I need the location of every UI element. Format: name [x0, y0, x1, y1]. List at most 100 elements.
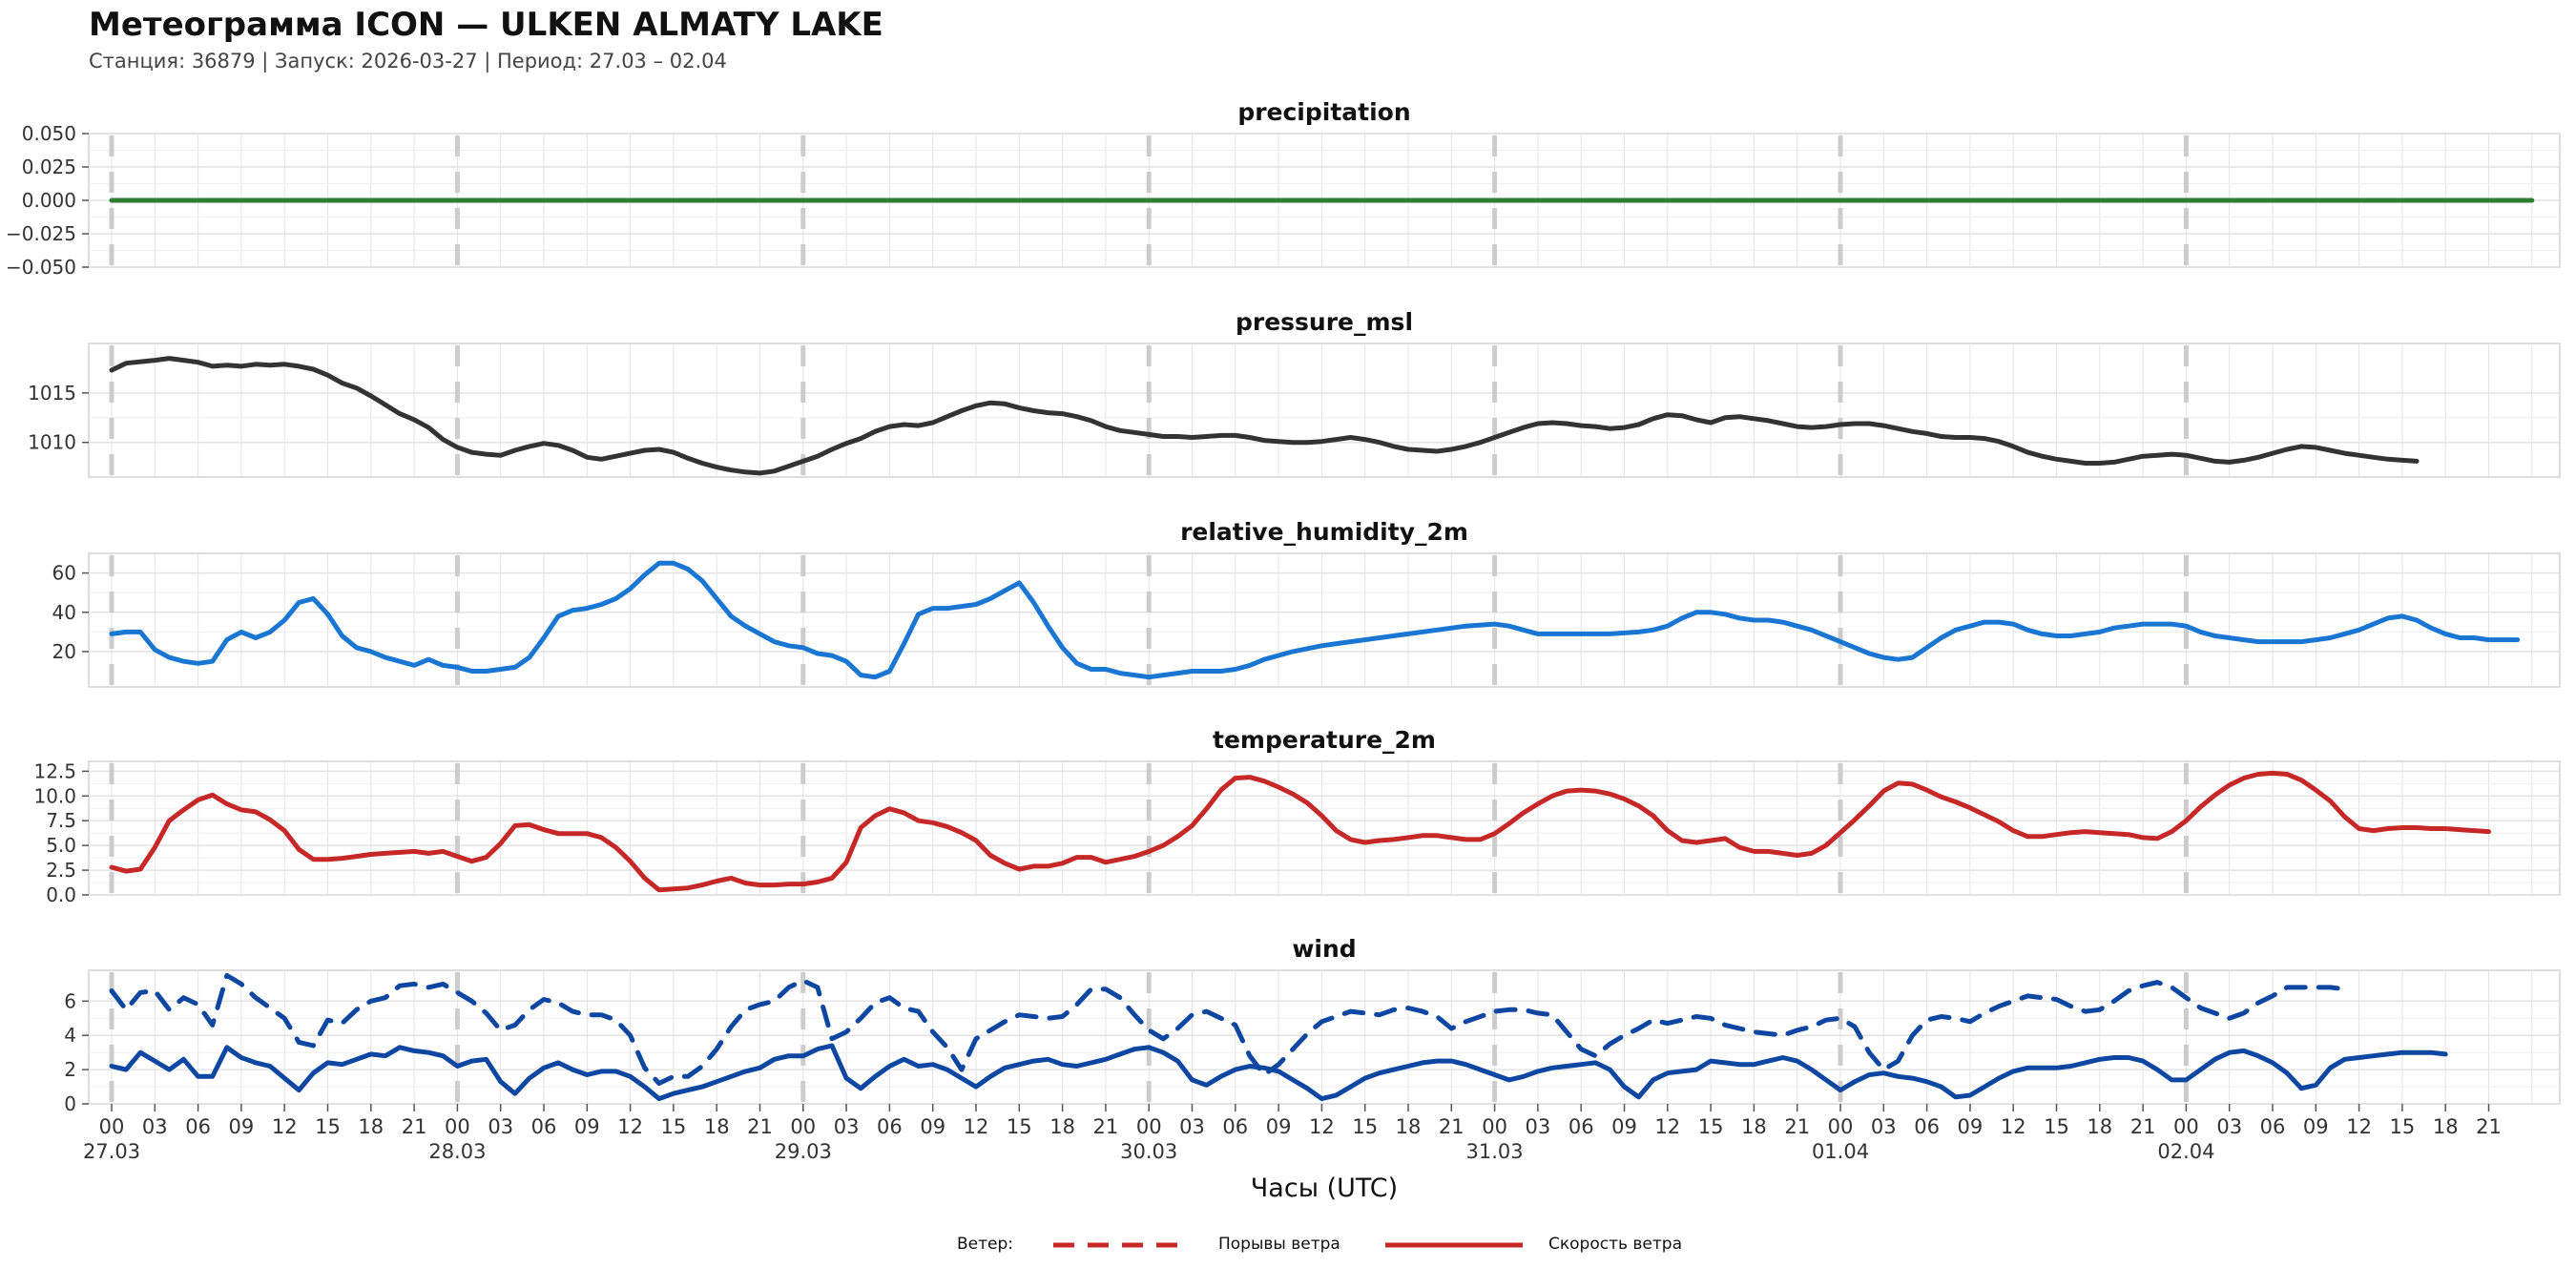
x-tick-label: 09: [1611, 1115, 1637, 1138]
x-tick-label: 09: [229, 1115, 255, 1138]
x-tick-label: 00: [2173, 1115, 2199, 1138]
x-tick-label: 15: [1007, 1115, 1032, 1138]
x-tick-label: 18: [1049, 1115, 1075, 1138]
x-tick-label: 06: [531, 1115, 557, 1138]
y-tick-label: 0.0: [46, 883, 76, 906]
x-tick-label: 00: [445, 1115, 470, 1138]
legend-gust-swatch: [1053, 1242, 1191, 1248]
x-tick-label: 21: [2476, 1115, 2502, 1138]
x-tick-label: 06: [877, 1115, 903, 1138]
y-tick-label: 0: [64, 1092, 76, 1115]
x-tick-label: 18: [1396, 1115, 1422, 1138]
series-line-pressure_msl: [109, 356, 2420, 476]
x-day-label: 28.03: [428, 1140, 486, 1163]
x-tick-label: 09: [2303, 1115, 2329, 1138]
x-day-label: 30.03: [1120, 1140, 1177, 1163]
x-tick-label: 03: [1526, 1115, 1551, 1138]
x-tick-label: 12: [1309, 1115, 1335, 1138]
x-day-label: 01.04: [1812, 1140, 1869, 1163]
x-tick-label: 03: [2216, 1115, 2242, 1138]
panel-relative_humidity_2m: relative_humidity_2m 20 40 60: [52, 518, 2561, 688]
y-tick-label: 2.5: [46, 859, 76, 882]
x-tick-label: 18: [2433, 1115, 2459, 1138]
panel-title: precipitation: [1237, 98, 1410, 126]
x-tick-label: 15: [661, 1115, 687, 1138]
x-axis: 00 03 06 09 12 15 18 21 00 03 06 09 12 15 18 21 00 03 06 09…: [83, 1104, 2502, 1203]
wind-legend: Ветер: Порывы ветра Скорость ветра: [0, 1231, 2576, 1259]
x-tick-label: 15: [2044, 1115, 2069, 1138]
x-tick-label: 03: [834, 1115, 860, 1138]
y-tick-label: 0.025: [22, 156, 76, 178]
y-tick-label: 40: [52, 601, 76, 624]
x-tick-label: 06: [185, 1115, 211, 1138]
x-tick-label: 03: [142, 1115, 168, 1138]
x-tick-label: 00: [790, 1115, 816, 1138]
panel-wind: wind 0 2 4 6: [64, 935, 2561, 1115]
x-tick-label: 09: [920, 1115, 945, 1138]
y-tick-label: 10.0: [33, 784, 76, 807]
x-tick-label: 09: [1266, 1115, 1292, 1138]
series-line-wind_gusts: [109, 972, 2347, 1086]
y-tick-label: 20: [52, 640, 76, 663]
panel-precipitation: precipitation −0.050 −0.025 0.000 0.025 0.050: [6, 98, 2561, 279]
y-tick-label: 12.5: [33, 759, 76, 782]
panel-title: wind: [1292, 935, 1356, 963]
x-tick-label: 06: [1914, 1115, 1940, 1138]
legend-speed-label: Скорость ветра: [1548, 1235, 1682, 1254]
x-tick-label: 21: [1784, 1115, 1810, 1138]
y-tick-label: 5.0: [46, 834, 76, 857]
x-tick-label: 06: [1222, 1115, 1248, 1138]
legend-gust-label: Порывы ветра: [1218, 1235, 1340, 1254]
x-tick-label: 00: [1482, 1115, 1507, 1138]
legend-speed-swatch: [1385, 1242, 1523, 1248]
y-tick-label: −0.050: [6, 256, 76, 279]
x-tick-label: 21: [747, 1115, 773, 1138]
y-tick-label: 0.050: [22, 122, 76, 145]
x-tick-label: 18: [2087, 1115, 2112, 1138]
y-tick-label: −0.025: [6, 222, 76, 245]
y-tick-label: 6: [64, 989, 76, 1012]
x-tick-label: 12: [2346, 1115, 2372, 1138]
x-tick-label: 03: [488, 1115, 513, 1138]
x-tick-label: 21: [1093, 1115, 1119, 1138]
x-tick-label: 00: [1828, 1115, 1854, 1138]
x-tick-label: 09: [1958, 1115, 1984, 1138]
x-tick-label: 06: [2260, 1115, 2286, 1138]
x-tick-label: 00: [99, 1115, 125, 1138]
x-tick-label: 00: [1136, 1115, 1162, 1138]
series-line-wind_speed: [109, 1043, 2448, 1102]
x-tick-label: 21: [1439, 1115, 1465, 1138]
x-tick-label: 03: [1871, 1115, 1897, 1138]
x-tick-label: 18: [704, 1115, 730, 1138]
x-tick-label: 21: [402, 1115, 427, 1138]
y-tick-label: 0.000: [22, 189, 76, 212]
panel-title: relative_humidity_2m: [1180, 518, 1468, 546]
x-tick-label: 15: [1352, 1115, 1378, 1138]
panel-temperature_2m: temperature_2m 0.02.55.07.510.012.5: [33, 726, 2561, 906]
x-tick-label: 06: [1568, 1115, 1594, 1138]
series-line-temperature_2m: [109, 770, 2491, 893]
x-tick-label: 12: [1654, 1115, 1680, 1138]
x-day-label: 02.04: [2157, 1140, 2214, 1163]
y-tick-label: 4: [64, 1024, 76, 1047]
series-line-relative_humidity_2m: [109, 560, 2521, 680]
x-tick-label: 12: [964, 1115, 989, 1138]
x-day-label: 31.03: [1466, 1140, 1524, 1163]
x-tick-label: 12: [617, 1115, 643, 1138]
x-tick-label: 18: [358, 1115, 384, 1138]
panel-title: pressure_msl: [1236, 308, 1413, 336]
x-tick-label: 12: [2001, 1115, 2026, 1138]
y-tick-label: 2: [64, 1058, 76, 1081]
x-axis-label: Часы (UTC): [1251, 1174, 1398, 1203]
x-tick-label: 21: [2130, 1115, 2156, 1138]
y-tick-label: 60: [52, 562, 76, 585]
legend-title: Ветер:: [957, 1235, 1014, 1254]
y-tick-label: 7.5: [46, 809, 76, 832]
y-tick-label: 1015: [28, 382, 76, 405]
x-tick-label: 15: [315, 1115, 341, 1138]
x-day-label: 29.03: [775, 1140, 832, 1163]
x-tick-label: 15: [2390, 1115, 2416, 1138]
panel-title: temperature_2m: [1213, 726, 1436, 754]
x-tick-label: 09: [574, 1115, 600, 1138]
